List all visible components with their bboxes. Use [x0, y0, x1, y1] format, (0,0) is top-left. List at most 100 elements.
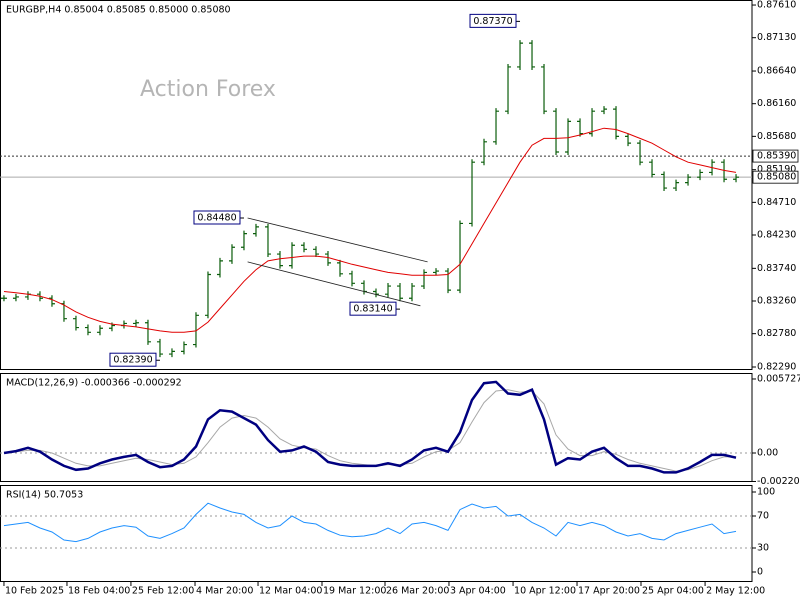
- price-bar: [240, 230, 247, 251]
- y-tick-label: 100: [757, 487, 775, 498]
- x-tick-label: 12 Mar 04:00: [259, 586, 322, 597]
- price-bar: [312, 246, 319, 258]
- price-bar: [613, 106, 620, 140]
- x-tick-label: 10 Apr 12:00: [514, 586, 576, 597]
- y-tick-label: 0: [757, 567, 763, 578]
- price-bar: [48, 295, 55, 307]
- indicator-line: [3, 502, 737, 543]
- watermark: Action Forex: [140, 77, 276, 102]
- price-bar: [0, 295, 7, 302]
- y-tick-label: 0.86640: [757, 66, 796, 77]
- price-bar: [565, 118, 572, 156]
- price-bar: [168, 348, 175, 358]
- price-bar: [132, 319, 139, 327]
- annotation-label: 0.82390: [113, 355, 152, 366]
- price-bar: [96, 325, 103, 336]
- y-tick-label: 0.84230: [757, 230, 796, 241]
- pane-title: MACD(12,26,9) -0.000366 -0.000292: [6, 378, 182, 389]
- annotation-box: [469, 13, 517, 28]
- price-bar: [300, 242, 307, 253]
- price-bar: [733, 174, 740, 183]
- level-label: 0.85390: [757, 151, 796, 162]
- annotation-box: [109, 352, 157, 367]
- x-tick-label: 3 Apr 04:00: [450, 586, 506, 597]
- annotation-label: 0.83140: [353, 304, 392, 315]
- y-tick-label: 0.005727: [757, 373, 800, 384]
- annotation-label: 0.84480: [197, 212, 236, 223]
- level-box: [752, 149, 799, 163]
- price-bar: [553, 108, 560, 156]
- price-bar: [156, 338, 163, 358]
- price-bar: [673, 179, 680, 192]
- x-tick-label: 2 May 12:00: [706, 586, 765, 597]
- trend-line: [247, 261, 421, 307]
- price-bar: [348, 270, 355, 287]
- price-bar: [529, 40, 536, 70]
- price-bar: [517, 40, 524, 70]
- y-tick-label: 0.82290: [757, 362, 796, 373]
- price-bar: [12, 293, 19, 302]
- y-tick-label: 0.85680: [757, 131, 796, 142]
- moving-average: [3, 127, 737, 333]
- y-tick-label: 0.83740: [757, 263, 796, 274]
- annotation-label: 0.87370: [473, 16, 512, 27]
- x-tick-label: 4 Mar 20:00: [196, 586, 253, 597]
- price-bar: [228, 244, 235, 264]
- price-bar: [637, 140, 644, 166]
- price-bar: [457, 220, 464, 294]
- price-bar: [324, 251, 331, 266]
- level-label: 0.85080: [757, 172, 796, 183]
- price-bar: [84, 324, 91, 336]
- y-tick-label: 0.86160: [757, 98, 796, 109]
- x-tick-label: 19 Mar 12:00: [323, 586, 386, 597]
- price-bar: [373, 288, 379, 298]
- price-bar: [216, 257, 223, 278]
- y-tick-label: 30: [757, 543, 769, 554]
- price-bar: [685, 174, 692, 186]
- trend-line: [247, 217, 428, 263]
- price-bar: [661, 171, 668, 192]
- price-bar: [601, 106, 608, 115]
- price-bar: [445, 268, 452, 294]
- price-bar: [204, 271, 211, 319]
- x-tick-label: 25 Apr 04:00: [642, 586, 704, 597]
- pane-title: RSI(14) 50.7053: [6, 490, 83, 501]
- price-bar: [336, 259, 343, 277]
- annotation-box: [193, 210, 241, 225]
- y-tick-label: 0.85190: [757, 164, 796, 175]
- price-bar: [144, 319, 151, 345]
- price-bar: [577, 118, 584, 137]
- price-bar: [505, 63, 512, 115]
- y-tick-label: 70: [757, 511, 769, 522]
- price-bar: [409, 283, 416, 302]
- price-bar: [385, 283, 392, 298]
- pane-frame: [0, 485, 753, 582]
- pane-title: EURGBP,H4 0.85004 0.85085 0.85000 0.8508…: [6, 5, 231, 16]
- price-bar: [421, 269, 428, 290]
- price-bar: [264, 223, 271, 258]
- pane-frame: [0, 0, 753, 370]
- price-bar: [481, 138, 488, 166]
- x-tick-label: 18 Feb 04:00: [68, 586, 130, 597]
- price-bar: [72, 315, 79, 331]
- price-bar: [433, 268, 440, 276]
- price-bar: [180, 341, 187, 355]
- price-bar: [541, 63, 548, 115]
- price-bar: [493, 108, 500, 145]
- pane-frame: [0, 373, 753, 482]
- price-bar: [397, 283, 404, 302]
- y-tick-label: 0.82780: [757, 328, 796, 339]
- price-bar: [697, 169, 704, 181]
- x-tick-label: 25 Feb 12:00: [132, 586, 194, 597]
- price-bar: [276, 251, 283, 269]
- indicator-line: [3, 380, 737, 474]
- y-tick-label: -0.002204: [757, 476, 800, 487]
- x-tick-label: 17 Apr 20:00: [578, 586, 640, 597]
- price-bar: [192, 312, 199, 348]
- y-tick-label: 0.87610: [757, 0, 796, 11]
- price-bar: [288, 242, 295, 269]
- price-bar: [649, 159, 656, 178]
- y-tick-label: 0.00: [757, 447, 778, 458]
